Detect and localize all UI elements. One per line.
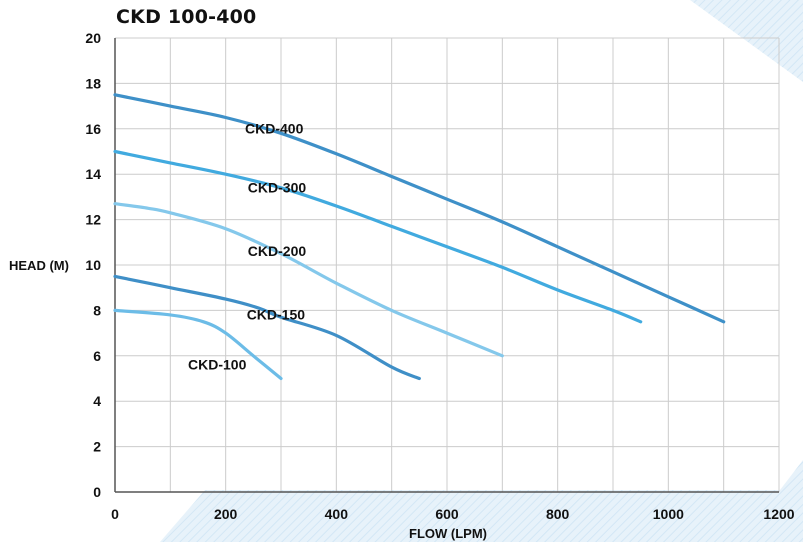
y-tick-label: 6	[93, 348, 101, 364]
y-axis-label: HEAD (M)	[9, 258, 69, 273]
series-line-ckd-150	[113, 274, 421, 381]
y-tick-label: 4	[93, 393, 101, 409]
y-tick-label: 10	[85, 257, 101, 273]
series-line-ckd-400	[113, 93, 726, 324]
y-tick-label: 20	[85, 30, 101, 46]
y-tick-label: 14	[85, 166, 101, 182]
series-lines	[113, 93, 726, 381]
y-tick-label: 12	[85, 212, 101, 228]
y-tick-label: 16	[85, 121, 101, 137]
x-tick-label: 400	[325, 506, 349, 522]
x-tick-label: 200	[214, 506, 238, 522]
y-tick-label: 8	[93, 302, 101, 318]
x-tick-label: 800	[546, 506, 570, 522]
x-tick-label: 1200	[763, 506, 794, 522]
axes	[114, 38, 779, 493]
series-line-ckd-200	[113, 202, 504, 358]
series-label-ckd-300: CKD-300	[248, 179, 307, 195]
x-tick-label: 600	[435, 506, 459, 522]
x-tick-label: 0	[111, 506, 119, 522]
y-tick-label: 18	[85, 75, 101, 91]
series-label-ckd-150: CKD-150	[247, 306, 306, 322]
x-axis-label: FLOW (LPM)	[409, 526, 487, 541]
y-tick-label: 0	[93, 484, 101, 500]
series-label-ckd-200: CKD-200	[248, 243, 307, 259]
series-label-ckd-100: CKD-100	[188, 356, 247, 372]
y-tick-label: 2	[93, 439, 101, 455]
chart-title: CKD 100-400	[116, 6, 257, 28]
series-labels: CKD-400 CKD-300 CKD-200 CKD-150 CKD-100	[188, 120, 306, 372]
series-line-ckd-100	[113, 308, 283, 381]
grid-lines	[115, 37, 780, 492]
x-tick-label: 1000	[653, 506, 684, 522]
series-label-ckd-400: CKD-400	[245, 120, 304, 136]
series-line-ckd-300	[113, 149, 643, 324]
